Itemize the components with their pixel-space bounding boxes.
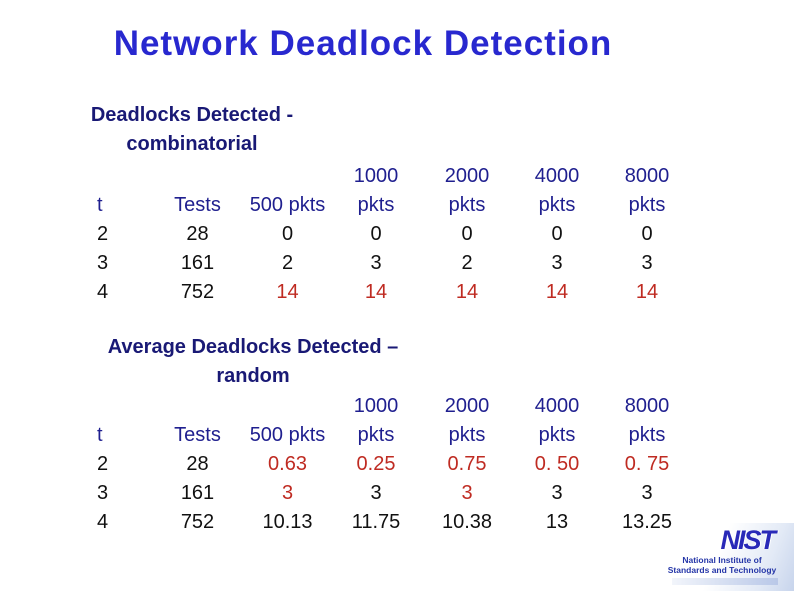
col-header-label: pkts xyxy=(538,424,576,446)
col-header-top: 8000 xyxy=(624,395,670,417)
col-header-top: 4000 xyxy=(534,165,580,187)
col-header-label: t xyxy=(97,424,103,446)
col-header-label: pkts xyxy=(628,194,666,216)
table-cell: 0.25 xyxy=(356,453,396,475)
table-cell: 3 xyxy=(281,482,294,504)
table-cell: 0. 50 xyxy=(534,453,580,475)
table-cell: 0.63 xyxy=(268,453,307,475)
table-cell: 13 xyxy=(545,511,569,533)
col-header-top xyxy=(150,162,245,191)
table-cell: 3 xyxy=(370,482,382,504)
table-heading-line2: combinatorial xyxy=(126,133,258,155)
table-heading-random: Average Deadlocks Detected – random xyxy=(88,333,418,391)
col-header-label: pkts xyxy=(538,194,576,216)
table-cell: 2 xyxy=(97,223,109,245)
table-cell: 3 xyxy=(641,482,653,504)
nist-logo: NIST National Institute of Standards and… xyxy=(655,523,794,591)
col-header-top: 1000 xyxy=(353,165,399,187)
col-header-top: 8000 xyxy=(624,165,670,187)
table-cell: 10.38 xyxy=(441,511,493,533)
col-header-label: 500 pkts xyxy=(249,194,326,216)
nist-logo-text: National Institute of Standards and Tech… xyxy=(660,555,784,575)
table-cell: 3 xyxy=(551,252,563,274)
nist-logo-text-line2: Standards and Technology xyxy=(667,564,777,575)
table-heading-line1: Average Deadlocks Detected – xyxy=(107,336,399,358)
table-cell: 2 xyxy=(461,252,473,274)
col-header-top: 1000 xyxy=(353,395,399,417)
table-cell: 2 xyxy=(281,252,294,274)
col-header-label: t xyxy=(97,194,103,216)
col-header-top xyxy=(245,162,330,191)
col-header-top xyxy=(95,162,150,191)
table-cell: 752 xyxy=(180,281,215,303)
col-header-label: pkts xyxy=(357,424,395,446)
slide-title: Network Deadlock Detection xyxy=(113,24,613,63)
table-cell: 3 xyxy=(97,482,109,504)
table-cell: 161 xyxy=(180,482,215,504)
table-cell: 28 xyxy=(186,223,209,245)
table-cell: 3 xyxy=(551,482,563,504)
col-header-label: 500 pkts xyxy=(249,424,326,446)
col-header-top: 2000 xyxy=(444,165,490,187)
table-cell: 0.75 xyxy=(447,453,487,475)
nist-logo-gradient-bar xyxy=(672,578,778,585)
table-cell: 3 xyxy=(370,252,382,274)
col-header-top: 2000 xyxy=(444,395,490,417)
table-cell: 3 xyxy=(97,252,109,274)
table-cell: 10.13 xyxy=(262,511,313,533)
nist-wordmark: NIST xyxy=(720,525,775,555)
col-header-label: pkts xyxy=(628,424,666,446)
table-cell: 3 xyxy=(461,482,473,504)
table-cell: 0 xyxy=(551,223,563,245)
table-cell: 4 xyxy=(97,281,109,303)
col-header-top xyxy=(150,392,245,421)
table-cell: 0 xyxy=(370,223,382,245)
col-header-top xyxy=(95,392,150,421)
table-cell: 0. 75 xyxy=(624,453,670,475)
table-random: 1000 2000 4000 8000 t Tests 500 pkts pkts pkts pk… xyxy=(95,392,692,537)
col-header-top: 4000 xyxy=(534,395,580,417)
col-header-label: pkts xyxy=(448,424,486,446)
table-cell: 752 xyxy=(180,511,215,533)
table-cell: 14 xyxy=(364,281,388,303)
col-header-label: Tests xyxy=(174,194,221,216)
table-heading-line1: Deadlocks Detected - xyxy=(90,104,294,126)
nist-logo-text-line1: National Institute of xyxy=(682,555,762,565)
col-header-label: Tests xyxy=(174,424,221,446)
col-header-label: pkts xyxy=(357,194,395,216)
col-header-label: pkts xyxy=(448,194,486,216)
table-cell: 14 xyxy=(455,281,479,303)
table-cell: 11.75 xyxy=(351,511,401,533)
table-cell: 28 xyxy=(186,453,209,475)
table-cell: 2 xyxy=(97,453,109,475)
col-header-top xyxy=(245,392,330,421)
table-cell: 14 xyxy=(635,281,659,303)
table-cell: 0 xyxy=(641,223,653,245)
table-cell: 4 xyxy=(97,511,109,533)
table-combinatorial: 1000 2000 4000 8000 t Tests 500 pkts pkts pkts pk… xyxy=(95,162,692,307)
table-cell: 14 xyxy=(276,281,299,303)
table-cell: 0 xyxy=(281,223,294,245)
table-cell: 161 xyxy=(180,252,215,274)
table-heading-combinatorial: Deadlocks Detected - combinatorial xyxy=(88,101,296,159)
table-heading-line2: random xyxy=(216,365,290,387)
table-cell: 0 xyxy=(461,223,473,245)
table-cell: 3 xyxy=(641,252,653,274)
table-cell: 14 xyxy=(545,281,569,303)
